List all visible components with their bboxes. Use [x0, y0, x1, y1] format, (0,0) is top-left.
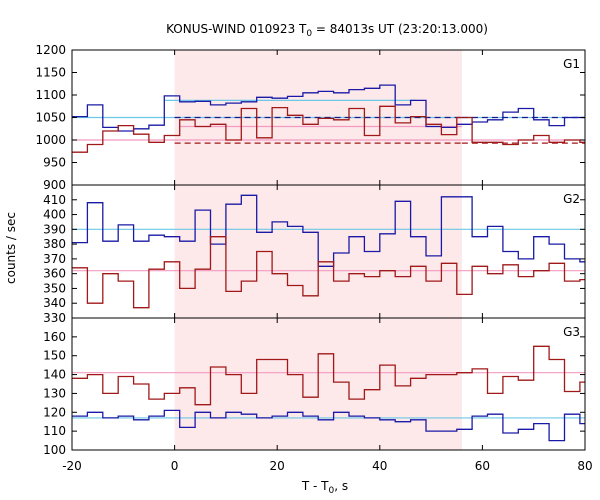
- panel-g3-ytick-label: 120: [43, 405, 66, 419]
- panel-g1-series-blue: [72, 84, 585, 132]
- panel-g1-ytick-label: 1000: [35, 133, 66, 147]
- panel-g1-ytick-label: 1200: [35, 43, 66, 57]
- x-tick-label: 60: [475, 459, 490, 473]
- panel-g2-ytick-label: 360: [43, 267, 66, 281]
- y-axis-label: counts / sec: [4, 212, 18, 284]
- panel-g1-label: G1: [563, 57, 580, 71]
- panel-g3-ytick-label: 160: [43, 330, 66, 344]
- panel-g1-series-red: [72, 105, 585, 153]
- panel-g3-ytick-label: 130: [43, 386, 66, 400]
- panel-g1-ytick-label: 1050: [35, 111, 66, 125]
- panel-g2-ytick-label: 340: [43, 296, 66, 310]
- panel-g2-ytick-label: 410: [43, 193, 66, 207]
- panel-g3-ytick-label: 110: [43, 424, 66, 438]
- panel-g3-label: G3: [563, 325, 580, 339]
- x-tick-label: 0: [171, 459, 179, 473]
- panel-g2-ytick-label: 350: [43, 281, 66, 295]
- panel-g1-ytick-label: 950: [43, 156, 66, 170]
- x-tick-label: 80: [577, 459, 592, 473]
- x-tick-label: 20: [270, 459, 285, 473]
- panel-g2-label: G2: [563, 192, 580, 206]
- panels-layer: 90095010001050110011501200G1330340350360…: [35, 43, 592, 473]
- panel-g3-frame: [71, 317, 586, 451]
- x-axis-label: T - T0, s: [301, 479, 348, 496]
- panel-g2-ytick-label: 390: [43, 222, 66, 236]
- x-tick-label: -20: [62, 459, 82, 473]
- panel-g3-ytick-label: 140: [43, 368, 66, 382]
- chart-title: KONUS-WIND 010923 T0 = 84013s UT (23:20:…: [166, 22, 488, 39]
- panel-g1-ytick-label: 1100: [35, 88, 66, 102]
- panel-g3-ytick-label: 150: [43, 349, 66, 363]
- panel-g1-ytick-label: 1150: [35, 66, 66, 80]
- x-tick-label: 40: [372, 459, 387, 473]
- panel-g2-ytick-label: 330: [43, 311, 66, 325]
- panel-g2-series-red: [72, 236, 585, 309]
- panel-g1-ytick-label: 900: [43, 178, 66, 192]
- panel-g3-series-red: [72, 345, 585, 406]
- panel-g2-ytick-label: 380: [43, 237, 66, 251]
- panel-g2-ytick-label: 400: [43, 208, 66, 222]
- panel-g3-series-blue: [72, 409, 585, 442]
- panel-g3-ytick-label: 100: [43, 443, 66, 457]
- panel-g2-ytick-label: 370: [43, 252, 66, 266]
